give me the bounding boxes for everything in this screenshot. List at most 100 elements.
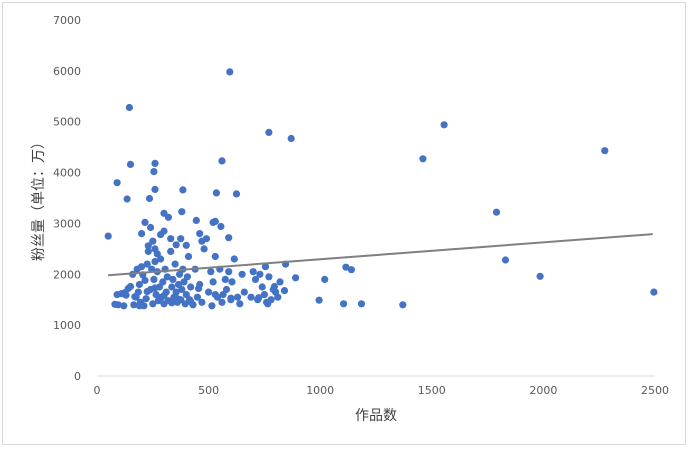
y-tick-label: 0: [74, 370, 81, 383]
data-point: [198, 298, 206, 306]
data-point: [315, 296, 323, 304]
data-point: [130, 301, 138, 309]
data-point: [208, 302, 216, 310]
data-point: [120, 302, 128, 310]
data-point: [169, 275, 177, 283]
data-point: [178, 285, 186, 294]
data-point: [211, 291, 219, 299]
data-point: [218, 157, 226, 165]
data-point: [113, 179, 121, 187]
data-point: [230, 255, 238, 263]
data-point: [151, 185, 159, 193]
y-axis-title: 粉丝量（单位：万）: [31, 135, 47, 261]
x-tick-label: 0: [94, 384, 101, 397]
data-point: [157, 255, 165, 263]
data-point: [227, 294, 235, 302]
data-point: [357, 300, 366, 308]
data-point: [264, 300, 272, 308]
data-point: [147, 223, 155, 232]
data-point: [182, 291, 190, 299]
data-point: [187, 298, 195, 306]
x-tick-label: 2000: [529, 384, 557, 397]
data-point: [138, 263, 146, 271]
data-point: [238, 270, 246, 278]
data-point: [265, 128, 273, 136]
data-point: [171, 260, 179, 268]
data-point: [149, 300, 157, 308]
data-point: [114, 301, 122, 309]
data-point: [172, 241, 180, 249]
data-point: [209, 278, 217, 286]
data-point: [195, 284, 203, 293]
data-point: [274, 293, 282, 301]
data-point: [193, 293, 201, 301]
data-point: [240, 288, 248, 296]
data-point: [249, 268, 257, 276]
data-point: [131, 293, 139, 301]
data-point: [601, 147, 609, 155]
data-point: [144, 247, 152, 255]
x-axis-title: 作品数: [355, 408, 397, 424]
data-point: [143, 260, 151, 268]
chart-frame: [2, 2, 686, 445]
data-point: [167, 247, 175, 255]
data-point: [157, 231, 165, 239]
data-point: [211, 217, 219, 225]
data-point: [492, 208, 501, 216]
data-point: [251, 275, 260, 283]
data-point: [163, 273, 171, 281]
data-point: [152, 291, 160, 299]
data-point: [151, 258, 159, 266]
data-point: [141, 276, 149, 284]
data-point: [172, 288, 180, 296]
data-point: [178, 208, 186, 216]
data-point: [276, 278, 284, 286]
data-point: [536, 272, 544, 280]
x-tick-label: 1000: [306, 384, 334, 397]
data-point: [192, 216, 200, 224]
data-point: [145, 194, 154, 203]
data-point: [180, 278, 188, 286]
data-point: [258, 283, 266, 291]
data-point: [225, 268, 233, 276]
y-tick-label: 3000: [53, 217, 81, 230]
data-point: [270, 282, 278, 291]
data-point: [153, 250, 161, 258]
data-point: [211, 252, 219, 261]
data-point: [167, 235, 175, 243]
data-point: [222, 285, 231, 294]
data-point: [151, 159, 159, 167]
data-point: [440, 121, 448, 129]
data-point: [196, 230, 204, 238]
data-point: [219, 291, 227, 299]
data-point: [255, 294, 263, 302]
x-tick-label: 1500: [418, 384, 446, 397]
data-point: [135, 302, 143, 310]
data-point: [123, 195, 131, 203]
data-point: [168, 299, 176, 307]
data-point: [183, 273, 191, 281]
data-point: [650, 288, 658, 296]
data-point: [176, 270, 184, 278]
data-point: [143, 288, 151, 296]
data-points: [104, 68, 658, 310]
data-point: [121, 289, 129, 297]
y-tick-labels: 0 1000 2000 3000 4000 5000 6000 7000: [53, 14, 81, 383]
data-point: [265, 273, 273, 281]
data-point: [225, 234, 233, 242]
data-point: [292, 274, 300, 282]
data-point: [187, 283, 195, 291]
y-tick-label: 7000: [53, 14, 81, 27]
data-point: [347, 266, 355, 274]
data-point: [234, 293, 242, 301]
data-point: [221, 275, 229, 283]
data-point: [419, 155, 427, 163]
data-point: [149, 237, 157, 245]
data-point: [232, 190, 241, 198]
data-point: [260, 291, 268, 299]
data-point: [141, 218, 149, 226]
data-point: [256, 270, 264, 278]
data-point: [200, 245, 208, 253]
data-point: [173, 295, 181, 303]
